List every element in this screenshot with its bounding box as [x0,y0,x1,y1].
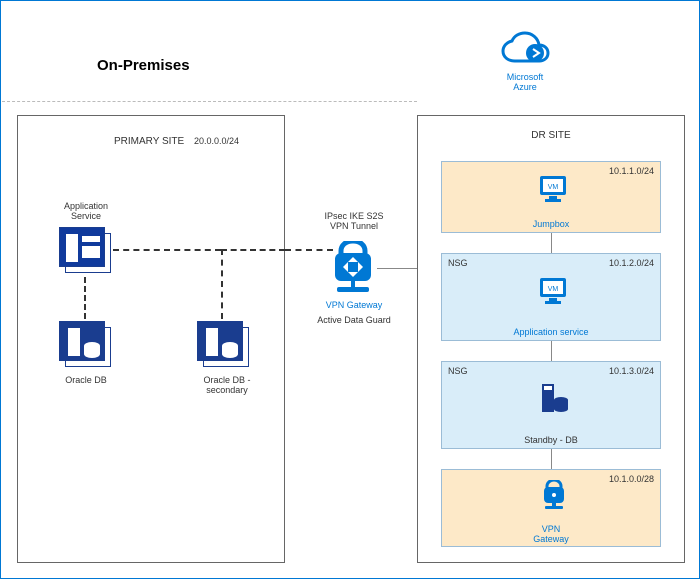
subnet-appservice-label: Application service [442,327,660,337]
dr-region-title: DR SITE [418,130,684,141]
subnet-vpngateway-label: VPNGateway [442,524,660,544]
active-dataguard-label: Active Data Guard [307,315,401,325]
subnet-vpngateway-icon [542,480,566,517]
onprem-cidr: 20.0.0.0/24 [194,136,239,146]
conn-gap-to-vpn [285,249,333,251]
subnet-standbydb-nsg: NSG [448,366,468,376]
conn-dr-1-2 [551,233,552,253]
app-service-label: ApplicationService [51,201,121,222]
onprem-heading: On-Premises [97,57,190,74]
subnet-appservice-cidr: 10.1.2.0/24 [609,258,654,268]
oracle-db-primary-label: Oracle DB [51,375,121,385]
jumpbox-vm-icon: VM [538,174,568,209]
diagram-canvas: On-Premises MicrosoftAzure PRIMARY SITE … [0,0,700,579]
subnet-standbydb-label: Standby - DB [442,435,660,445]
subnet-jumpbox-label: Jumpbox [442,219,660,229]
conn-vpn-to-dr [377,268,417,269]
vpn-gateway-label: VPN Gateway [319,301,389,311]
vpn-gateway-icon [331,241,375,302]
standbydb-icon [538,382,570,419]
subnet-jumpbox: 10.1.1.0/24 VM Jumpbox [441,161,661,233]
svg-text:VM: VM [548,286,559,293]
azure-brand-label: MicrosoftAzure [501,73,549,93]
subnet-appservice: NSG 10.1.2.0/24 VM Application service [441,253,661,341]
appservice-vm-icon: VM [538,276,568,311]
oracle-db-secondary-label: Oracle DB -secondary [187,375,267,396]
subnet-standbydb-cidr: 10.1.3.0/24 [609,366,654,376]
subnet-vpngateway: 10.1.0.0/28 VPNGateway [441,469,661,547]
conn-dr-3-4 [551,449,552,469]
svg-text:VM: VM [548,184,559,191]
conn-app-to-db1 [84,277,86,319]
vpn-tunnel-label: IPsec IKE S2SVPN Tunnel [315,211,393,232]
subnet-appservice-nsg: NSG [448,258,468,268]
conn-dr-2-3 [551,341,552,361]
subnet-vpngateway-cidr: 10.1.0.0/28 [609,474,654,484]
azure-cloud-icon [497,31,553,76]
conn-app-to-db2 [221,249,223,319]
subnet-standbydb: NSG 10.1.3.0/24 Standby - DB [441,361,661,449]
subnet-jumpbox-cidr: 10.1.1.0/24 [609,166,654,176]
onprem-region-title: PRIMARY SITE [114,136,184,147]
conn-app-to-vpn [221,249,285,251]
separator-dashed-line [2,101,417,102]
conn-app-horiz [113,249,221,251]
